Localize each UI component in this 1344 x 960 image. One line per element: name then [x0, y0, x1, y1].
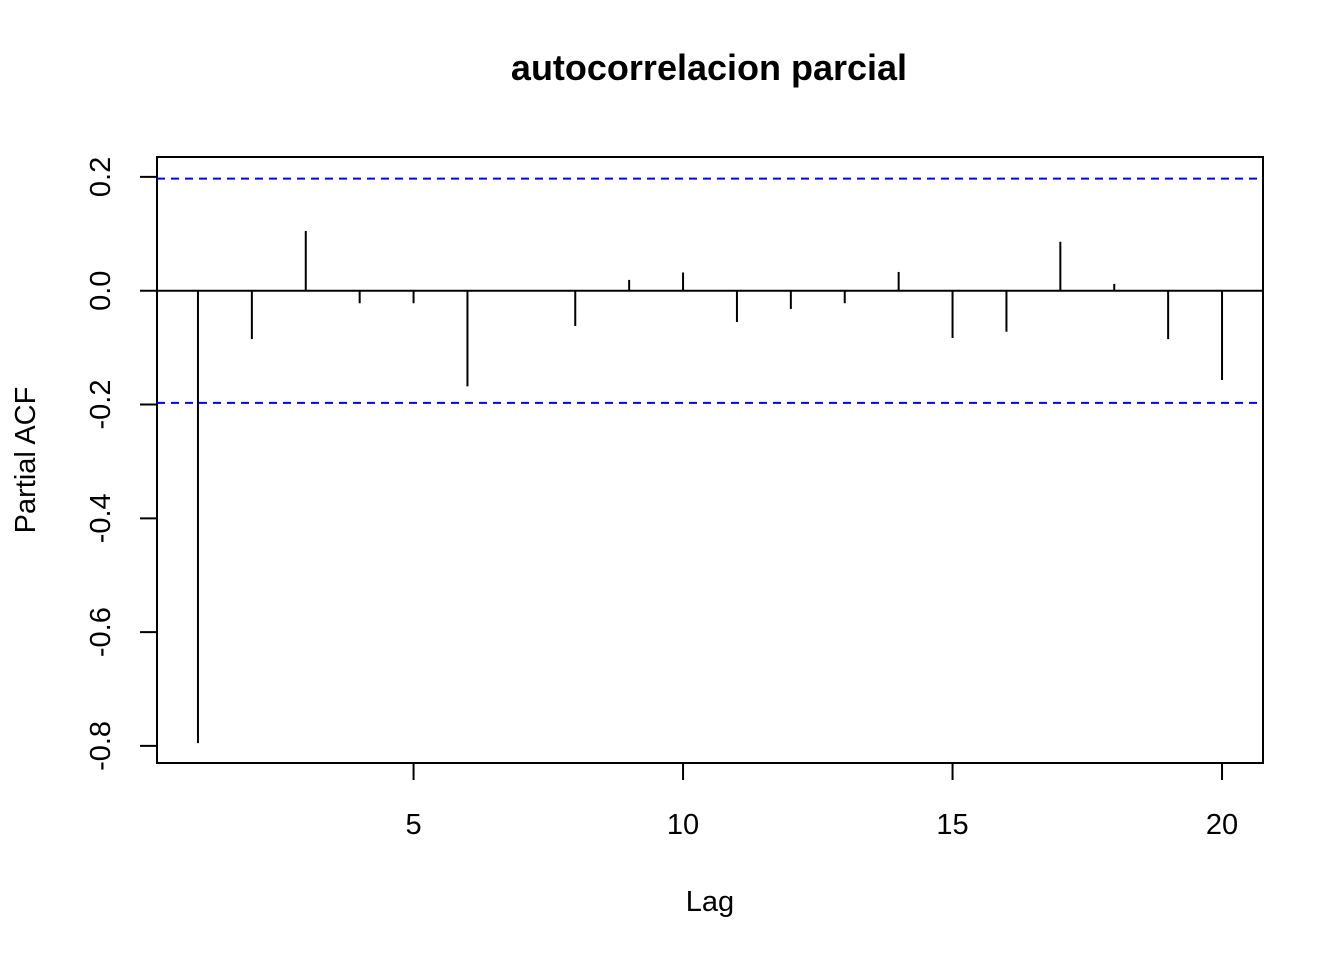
chart-title: autocorrelacion parcial: [511, 47, 907, 88]
x-tick-label: 15: [936, 809, 968, 841]
y-tick-label: -0.6: [85, 607, 117, 657]
plot-area: -0.8 -0.6 -0.4 -0.2 0.0 0.2 5 10 15 20: [85, 156, 1264, 841]
x-axis-label: Lag: [686, 886, 734, 918]
plot-frame: [156, 156, 1264, 764]
y-tick-label: -0.2: [85, 380, 117, 430]
x-tick-label: 10: [667, 809, 699, 841]
y-tick-label: -0.8: [85, 721, 117, 771]
y-tick-label: 0.0: [85, 271, 117, 311]
y-axis-label: Partial ACF: [10, 387, 42, 534]
x-tick-label: 5: [405, 809, 421, 841]
y-tick-label: -0.4: [85, 493, 117, 543]
x-tick-label: 20: [1206, 809, 1238, 841]
y-tick-label: 0.2: [85, 157, 117, 197]
